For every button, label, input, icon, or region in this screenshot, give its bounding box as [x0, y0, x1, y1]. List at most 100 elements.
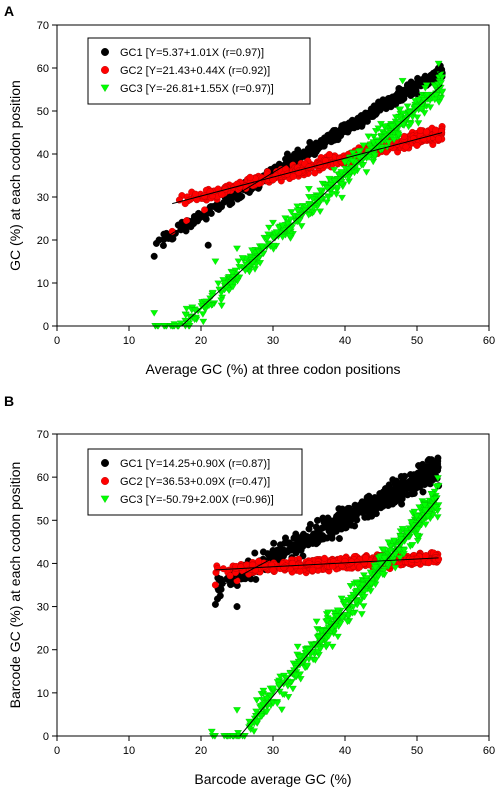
point-circle: [425, 559, 433, 567]
point-triangle-down: [284, 694, 293, 701]
point-triangle-down: [286, 216, 295, 223]
point-triangle-down: [233, 245, 241, 253]
point-triangle-down: [293, 643, 302, 651]
panel-a-fit-lines: [153, 70, 443, 327]
y-tick-label: 0: [43, 731, 49, 743]
point-triangle-down: [337, 169, 346, 176]
panel-a-label: A: [4, 3, 14, 19]
panel-b-y-axis-title: Barcode GC (%) at each codon position: [7, 462, 23, 709]
point-triangle-down: [388, 123, 397, 130]
point-triangle-down: [272, 229, 281, 236]
point-triangle-down: [295, 654, 304, 661]
point-triangle-down: [324, 633, 333, 640]
point-triangle-down: [330, 167, 339, 174]
point-triangle-down: [304, 212, 313, 219]
point-triangle-down: [352, 599, 360, 606]
point-triangle-down: [398, 78, 407, 85]
point-triangle-down: [395, 547, 403, 554]
point-triangle-down: [328, 643, 337, 651]
point-triangle-down: [305, 194, 313, 201]
point-triangle-down: [215, 286, 224, 294]
point-circle: [353, 502, 361, 510]
regression-line: [215, 468, 439, 590]
point-triangle-down: [297, 223, 306, 230]
point-triangle-down: [348, 158, 357, 165]
point-circle: [341, 557, 349, 565]
point-circle: [305, 559, 313, 567]
legend-box: [87, 37, 311, 105]
point-circle: [335, 535, 343, 543]
x-tick-label: 10: [123, 745, 135, 757]
point-triangle-down: [293, 207, 302, 214]
point-triangle-down: [338, 614, 347, 622]
point-triangle-down: [413, 114, 422, 121]
regression-line: [172, 132, 443, 205]
x-tick-label: 30: [267, 745, 279, 757]
legend-marker: [101, 477, 109, 485]
regression-line: [181, 84, 443, 327]
panel-b-y-axis: 0 10 20 30 40 50 60 70: [37, 429, 57, 743]
point-circle: [211, 581, 219, 589]
point-triangle-down: [334, 633, 342, 641]
point-circle: [169, 235, 177, 243]
point-triangle-down: [374, 572, 383, 580]
point-triangle-down: [303, 662, 311, 670]
point-triangle-down: [305, 646, 313, 654]
point-circle: [399, 478, 407, 486]
point-triangle-down: [324, 194, 333, 202]
panel-a-legend: GC1 [Y=5.37+1.01X (r=0.97)] GC2 [Y=21.43+…: [87, 37, 311, 105]
point-triangle-down: [324, 609, 333, 617]
point-triangle-down: [355, 148, 363, 156]
point-circle: [332, 527, 340, 535]
point-triangle-down: [430, 96, 439, 104]
point-circle: [246, 173, 254, 181]
point-circle: [414, 472, 422, 480]
panel-a-y-axis: 0 10 20 30 40 50 60 70: [37, 20, 57, 333]
point-triangle-down: [417, 106, 426, 113]
point-triangle-down: [199, 311, 207, 318]
point-circle: [183, 217, 191, 225]
y-tick-label: 40: [37, 558, 49, 570]
point-circle: [416, 126, 424, 134]
point-triangle-down: [337, 181, 346, 188]
point-circle: [424, 479, 432, 487]
legend-entry-label: GC1 [Y=5.37+1.01X (r=0.97)]: [120, 47, 264, 59]
point-triangle-down: [384, 539, 393, 546]
point-circle: [435, 555, 443, 563]
point-triangle-down: [392, 114, 400, 121]
point-triangle-down: [397, 536, 405, 544]
point-triangle-down: [316, 646, 325, 653]
panel-b-x-axis-title: Barcode average GC (%): [194, 771, 351, 787]
y-tick-label: 20: [37, 645, 49, 657]
point-triangle-down: [337, 595, 346, 603]
point-triangle-down: [275, 682, 283, 689]
point-triangle-down: [263, 235, 271, 243]
point-triangle-down: [293, 203, 302, 210]
point-triangle-down: [322, 199, 331, 206]
point-triangle-down: [391, 551, 400, 558]
point-triangle-down: [207, 728, 216, 736]
point-circle: [367, 105, 375, 113]
point-triangle-down: [259, 701, 267, 709]
y-tick-label: 50: [37, 106, 49, 118]
point-triangle-down: [437, 80, 445, 87]
point-triangle-down: [211, 258, 220, 265]
point-triangle-down: [414, 526, 422, 534]
point-triangle-down: [241, 267, 250, 275]
point-triangle-down: [398, 526, 407, 533]
point-triangle-down: [420, 502, 429, 509]
point-circle: [251, 549, 259, 557]
point-circle: [214, 565, 222, 573]
point-triangle-down: [312, 618, 321, 626]
point-triangle-down: [359, 142, 368, 150]
point-triangle-down: [326, 182, 335, 189]
point-triangle-down: [360, 588, 369, 596]
point-triangle-down: [414, 97, 423, 104]
regression-line: [215, 557, 439, 571]
point-triangle-down: [199, 318, 208, 326]
point-triangle-down: [400, 547, 409, 554]
panel-b-legend: GC1 [Y=14.25+0.90X (r=0.87)] GC2 [Y=36.53…: [87, 448, 303, 516]
x-tick-label: 50: [411, 745, 423, 757]
point-circle: [290, 534, 298, 542]
